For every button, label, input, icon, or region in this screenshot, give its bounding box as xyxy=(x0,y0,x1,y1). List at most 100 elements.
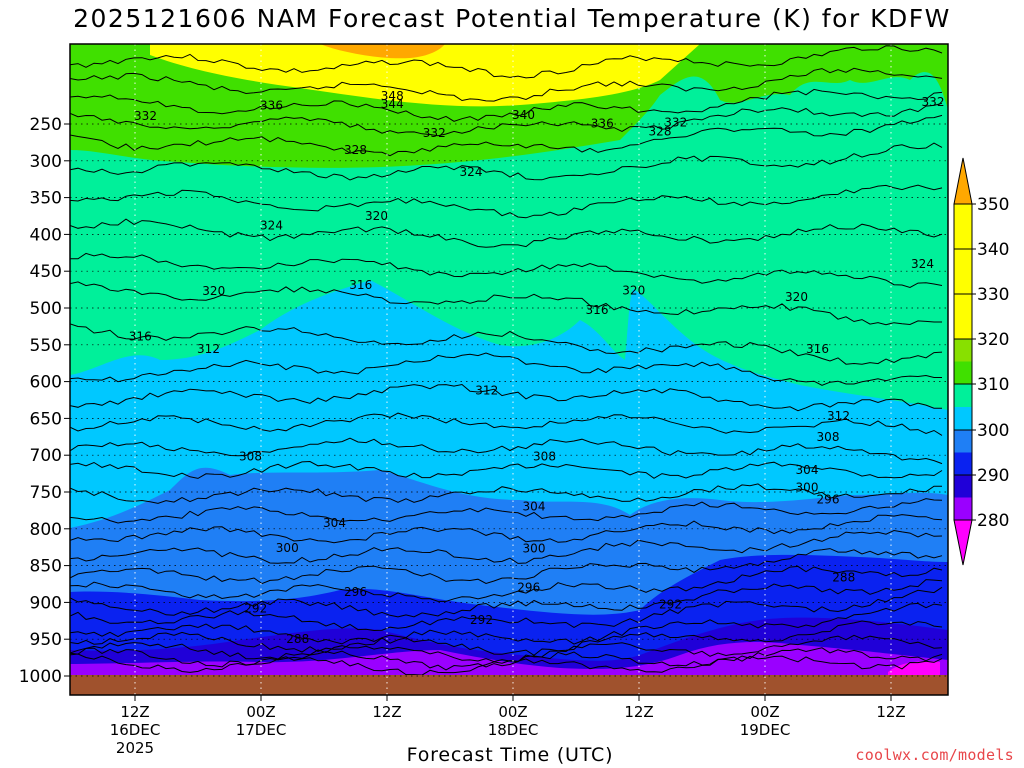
colorbar-max-arrow xyxy=(953,157,973,205)
y-tick-label: 900 xyxy=(30,593,62,613)
contour-label: 292 xyxy=(470,613,493,627)
y-tick-label: 450 xyxy=(30,262,62,282)
contour-label: 316 xyxy=(806,342,829,356)
y-tick-label: 850 xyxy=(30,557,62,577)
contour-line xyxy=(70,352,942,386)
contour-line xyxy=(70,634,943,663)
colorbar-band xyxy=(954,452,972,475)
ground-layer xyxy=(70,675,948,695)
contour-line xyxy=(70,281,942,326)
contour-label: 332 xyxy=(423,126,446,140)
contour-label: 312 xyxy=(827,409,850,423)
colorbar-label: 280 xyxy=(977,511,1009,531)
colorbar-band xyxy=(954,407,972,430)
contour-line xyxy=(70,620,943,656)
colorbar-band xyxy=(954,430,972,453)
y-tick-label: 550 xyxy=(30,336,62,356)
contour-label: 316 xyxy=(586,303,609,317)
colorbar-label: 350 xyxy=(977,195,1009,215)
colorbar-label: 310 xyxy=(977,375,1009,395)
y-tick-label: 300 xyxy=(30,152,62,172)
chart-title: 2025121606 NAM Forecast Potential Temper… xyxy=(73,4,951,33)
colorbar-label: 300 xyxy=(977,421,1009,441)
contour-line xyxy=(70,383,943,412)
x-tick-label: 12Z xyxy=(120,703,149,721)
contour-line xyxy=(70,647,943,671)
x-tick-date: 16DEC xyxy=(110,721,161,739)
contour-label: 296 xyxy=(817,492,840,506)
colorbar-label: 320 xyxy=(977,330,1009,350)
colorbar-min-arrow xyxy=(953,519,973,566)
colorbar-band xyxy=(954,249,972,272)
contour-label: 288 xyxy=(832,570,855,584)
contour-label: 344 xyxy=(381,97,404,111)
plot-frame xyxy=(69,43,949,696)
x-tick-label: 00Z xyxy=(246,703,275,721)
x-tick-date: 17DEC xyxy=(236,721,287,739)
contour-line xyxy=(70,514,943,544)
contour-label: 292 xyxy=(244,601,267,615)
y-tick-label: 500 xyxy=(30,299,62,319)
x-tick-label: 12Z xyxy=(876,703,905,721)
contour-label: 324 xyxy=(460,165,483,179)
x-axis-label: Forecast Time (UTC) xyxy=(406,744,614,766)
colorbar-band xyxy=(954,339,972,362)
y-tick-label: 950 xyxy=(30,630,62,650)
colorbar-band xyxy=(954,204,972,227)
contour-label: 304 xyxy=(796,463,819,477)
x-tick-label: 00Z xyxy=(498,703,527,721)
x-tick-date: 19DEC xyxy=(740,721,791,739)
contour-label: 332 xyxy=(134,109,157,123)
contour-line xyxy=(70,579,943,618)
contour-label: 336 xyxy=(591,116,614,130)
y-tick-label: 350 xyxy=(30,189,62,209)
contour-label: 328 xyxy=(649,124,672,138)
contour-label: 312 xyxy=(475,383,498,397)
colorbar-band xyxy=(954,497,972,520)
contour-label: 316 xyxy=(129,330,152,344)
contour-label: 300 xyxy=(276,541,299,555)
colorbar-band xyxy=(954,271,972,294)
contour-label: 296 xyxy=(517,581,540,595)
y-tick-label: 650 xyxy=(30,409,62,429)
contour-label: 320 xyxy=(365,209,388,223)
contour-line xyxy=(70,586,943,632)
y-tick-label: 700 xyxy=(30,446,62,466)
colorbar-label: 290 xyxy=(977,466,1009,486)
contour-line xyxy=(70,437,943,465)
contour-label: 332 xyxy=(922,95,945,109)
colorbar-band xyxy=(954,384,972,407)
contour-label: 292 xyxy=(659,598,682,612)
colorbar-label: 340 xyxy=(977,240,1009,260)
contour-line xyxy=(70,184,943,219)
contour-line xyxy=(70,565,943,602)
contour-line xyxy=(70,548,943,585)
contour-lines xyxy=(70,45,943,676)
colorbar-band xyxy=(954,316,972,339)
contour-label: 336 xyxy=(260,99,283,113)
contour-label: 304 xyxy=(323,516,346,530)
contour-line xyxy=(70,602,943,645)
contour-label: 324 xyxy=(260,219,283,233)
contour-label: 324 xyxy=(911,257,934,271)
contour-line xyxy=(70,412,943,436)
x-tick-label: 00Z xyxy=(750,703,779,721)
contour-line xyxy=(70,483,943,504)
contour-line xyxy=(70,67,943,102)
y-axis: 250 300 350 400 450 500 550 600 650 700 750 800 850 9… xyxy=(19,115,70,687)
colorbar-band xyxy=(954,361,972,384)
x-tick-label: 12Z xyxy=(372,703,401,721)
contour-label: 320 xyxy=(785,290,808,304)
contour-label: 312 xyxy=(197,342,220,356)
contour-label: 316 xyxy=(349,278,372,292)
contour-line xyxy=(70,460,943,479)
colorbar: 280 290 300 310 320 330 340 350 xyxy=(953,157,1009,566)
contour-line xyxy=(70,498,943,524)
contour-label: 340 xyxy=(512,108,535,122)
contour-label: 308 xyxy=(239,450,262,464)
contour-label: 320 xyxy=(202,284,225,298)
y-tick-label: 750 xyxy=(30,483,62,503)
contour-label: 304 xyxy=(523,500,546,514)
